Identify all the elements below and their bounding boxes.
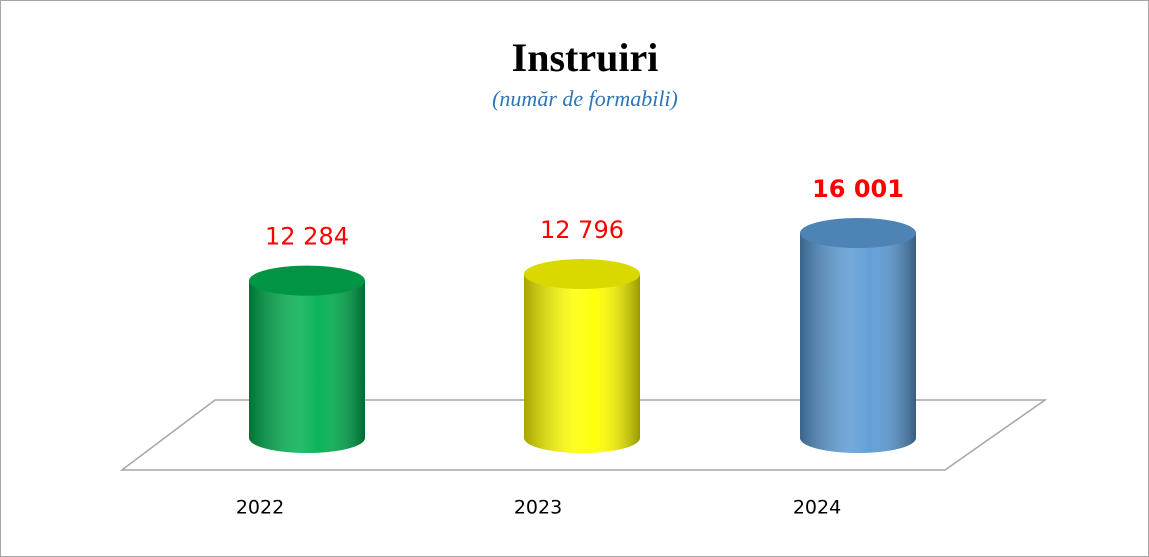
cylinder-top-shade	[249, 265, 365, 296]
x-tick-label: 2024	[793, 497, 841, 519]
cylinder-shade	[524, 274, 640, 453]
x-tick-label: 2022	[236, 497, 284, 519]
chart-title: Instruiri	[512, 35, 659, 80]
cylinder-top	[524, 259, 640, 290]
cylinder-top-shade	[524, 259, 640, 290]
x-tick-label: 2023	[514, 497, 562, 519]
value-label: 16 001	[812, 175, 904, 203]
value-label: 12 796	[540, 216, 624, 244]
cylinder-top	[800, 218, 916, 248]
value-label: 12 284	[265, 223, 349, 251]
cylinder-shade	[800, 233, 916, 453]
cylinder-top-shade	[800, 218, 916, 248]
chart-subtitle: (număr de formabili)	[492, 86, 678, 111]
cylinder-shade	[249, 280, 365, 453]
cylinder-top	[249, 265, 365, 296]
